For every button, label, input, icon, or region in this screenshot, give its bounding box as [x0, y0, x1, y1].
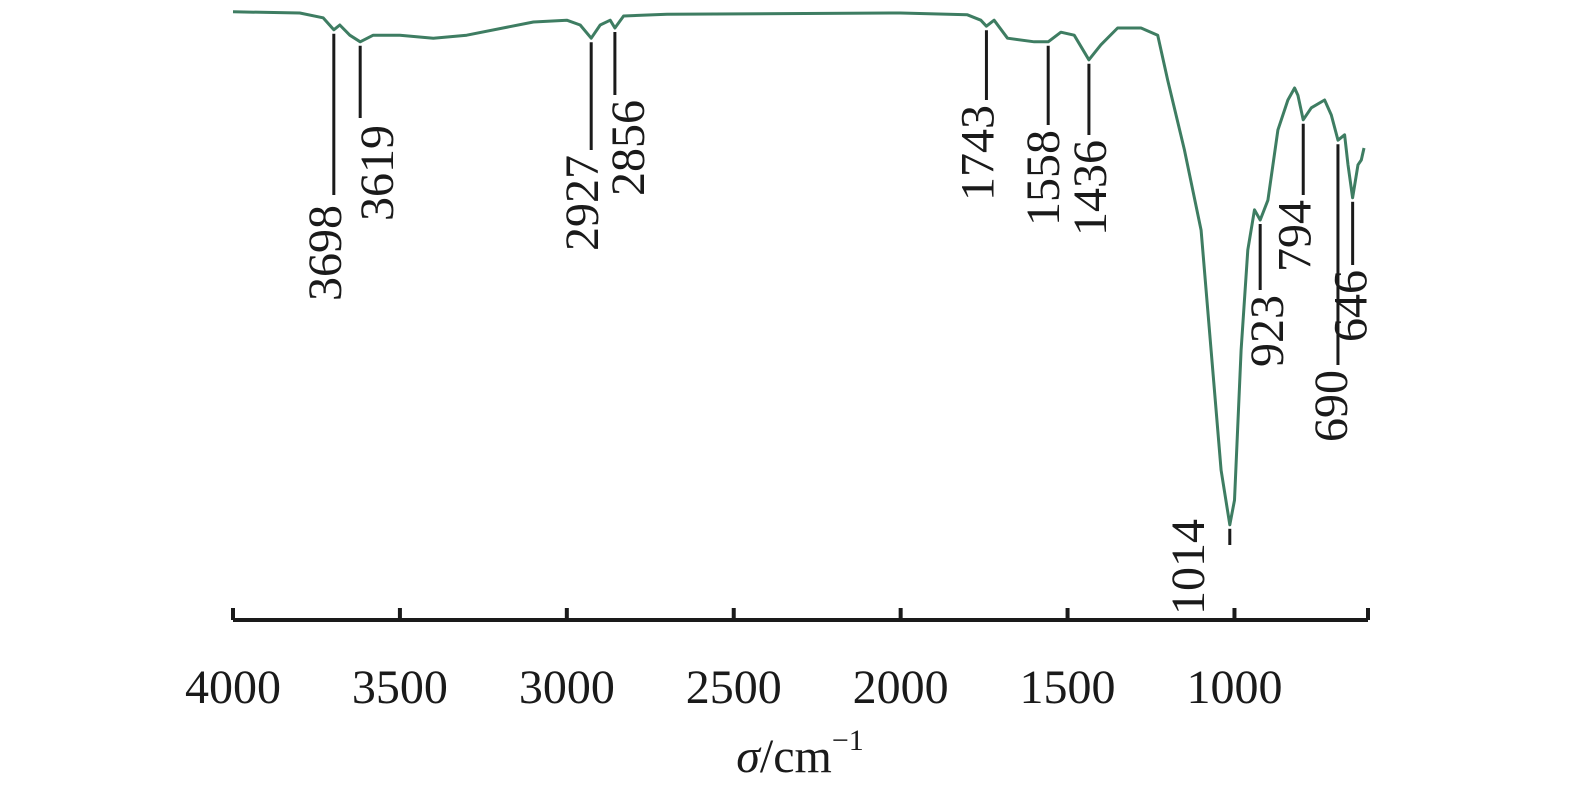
peak-label: 794: [1268, 200, 1321, 272]
x-tick-label: 3000: [519, 661, 615, 714]
x-tick-label: 1000: [1186, 661, 1282, 714]
x-label-symbol: σ: [736, 730, 762, 783]
x-tick-label: 2000: [853, 661, 949, 714]
peak-label: 646: [1325, 270, 1378, 342]
peak-label: 1436: [1064, 140, 1117, 236]
x-label-unit: /cm: [760, 730, 832, 783]
x-tick-label: 1500: [1020, 661, 1116, 714]
peak-label: 690: [1305, 370, 1358, 442]
peak-label: 2856: [602, 100, 655, 196]
peak-label: 1743: [951, 105, 1004, 201]
x-tick-label: 4000: [185, 661, 281, 714]
x-tick-label: 2500: [686, 661, 782, 714]
peak-label: 3619: [351, 125, 404, 221]
spectrum-line: [232, 10, 1366, 527]
peak-label: 1014: [1162, 519, 1215, 615]
peak-label: 2927: [556, 155, 609, 251]
x-axis-label: σ/cm−1: [736, 724, 864, 783]
x-tick-label: 3500: [352, 661, 448, 714]
peak-label: 923: [1241, 295, 1294, 367]
peak-label: 1558: [1017, 130, 1070, 226]
peak-label: 3698: [299, 205, 352, 301]
x-label-exponent: −1: [832, 724, 864, 757]
